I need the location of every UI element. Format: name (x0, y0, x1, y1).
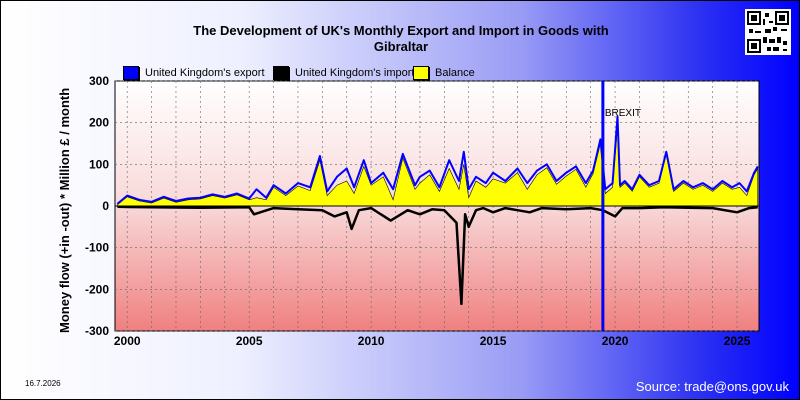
y-tick-label: 200 (89, 116, 109, 130)
x-tick-label: 2010 (358, 334, 385, 348)
legend-label-export: United Kingdom's export (145, 67, 265, 79)
series-import-line (117, 205, 758, 306)
chart-title-line2: Gibraltar (373, 39, 429, 54)
x-tick-label: 2025 (724, 334, 751, 348)
x-tick-label: 2000 (114, 334, 141, 348)
legend-item-export: United Kingdom's export (123, 65, 265, 81)
x-tick-label: 2020 (602, 334, 629, 348)
y-tick-label: 300 (89, 74, 109, 88)
legend-item-import: United Kingdom's import (273, 65, 415, 81)
y-tick-label: -100 (85, 241, 109, 255)
qr-code-icon (745, 9, 791, 55)
x-tick-label: 2015 (480, 334, 507, 348)
x-tick-label: 2005 (236, 334, 263, 348)
legend-swatch-import (273, 66, 289, 80)
legend-label-import: United Kingdom's import (295, 67, 415, 79)
y-tick-label: 100 (89, 157, 109, 171)
legend-label-balance: Balance (435, 67, 475, 79)
legend-swatch-export (123, 66, 139, 80)
series-export-line (116, 115, 759, 205)
legend-swatch-balance (413, 66, 429, 80)
y-tick-label: -200 (85, 282, 109, 296)
brexit-label: BREXIT (605, 108, 641, 119)
chart-title-line1: The Development of UK's Monthly Export a… (193, 23, 609, 38)
legend-item-balance: Balance (413, 65, 475, 81)
date-stamp: 16.7.2026 (25, 379, 61, 388)
y-tick-label: -300 (85, 324, 109, 338)
y-tick-label: 0 (102, 199, 109, 213)
source-label: Source: trade@ons.gov.uk (635, 379, 789, 394)
